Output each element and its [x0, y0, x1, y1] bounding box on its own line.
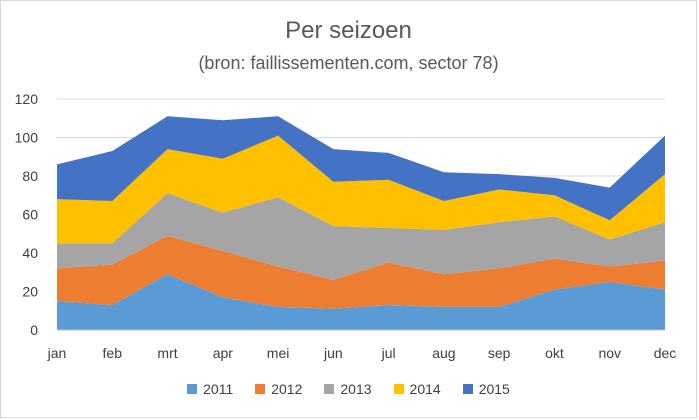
legend-item-2012: 2012 [255, 381, 302, 397]
x-tick-label: mei [267, 345, 290, 361]
legend-swatch [393, 384, 404, 394]
legend-item-2013: 2013 [324, 381, 372, 397]
legend-swatch [324, 384, 335, 394]
x-tick-label: mrt [157, 345, 177, 361]
area-series-2013 [57, 193, 665, 280]
x-tick-label: nov [598, 345, 621, 361]
area-series-2011 [57, 274, 665, 330]
legend-swatch [187, 384, 198, 394]
chart-title: Per seizoen [285, 17, 412, 44]
x-tick-label: feb [103, 345, 123, 361]
x-tick-label: dec [654, 345, 677, 361]
legend-label: 2015 [478, 381, 510, 397]
x-tick-label: jun [323, 345, 343, 361]
y-tick-label: 60 [22, 207, 38, 223]
area-series-2014 [57, 135, 665, 244]
y-tick-label: 0 [30, 322, 38, 338]
legend-item-2014: 2014 [393, 381, 441, 397]
x-tick-label: okt [545, 345, 564, 361]
legend: 2011 2012 2013 2014 2015 [1, 381, 696, 397]
legend-item-2015: 2015 [462, 381, 510, 397]
area-series-2012 [57, 235, 665, 309]
legend-label: 2012 [271, 381, 303, 397]
y-tick-label: 80 [22, 168, 38, 184]
area-series-2015 [57, 116, 665, 221]
legend-swatch [462, 384, 473, 394]
legend-label: 2011 [203, 381, 234, 397]
y-tick-label: 20 [22, 284, 38, 300]
y-tick-label: 100 [15, 130, 39, 146]
chart-subtitle: (bron: faillissementen.com, sector 78) [198, 53, 499, 73]
legend-label: 2014 [409, 381, 441, 397]
x-tick-label: aug [432, 345, 455, 361]
y-tick-label: 40 [22, 245, 38, 261]
legend-label: 2013 [340, 381, 372, 397]
x-tick-label: sep [488, 345, 511, 361]
legend-item-2011: 2011 [187, 381, 233, 397]
x-tick-label: jan [47, 345, 67, 361]
legend-swatch [255, 384, 266, 394]
x-tick-label: apr [213, 345, 234, 361]
y-tick-label: 120 [15, 91, 39, 107]
x-tick-label: jul [381, 345, 396, 361]
